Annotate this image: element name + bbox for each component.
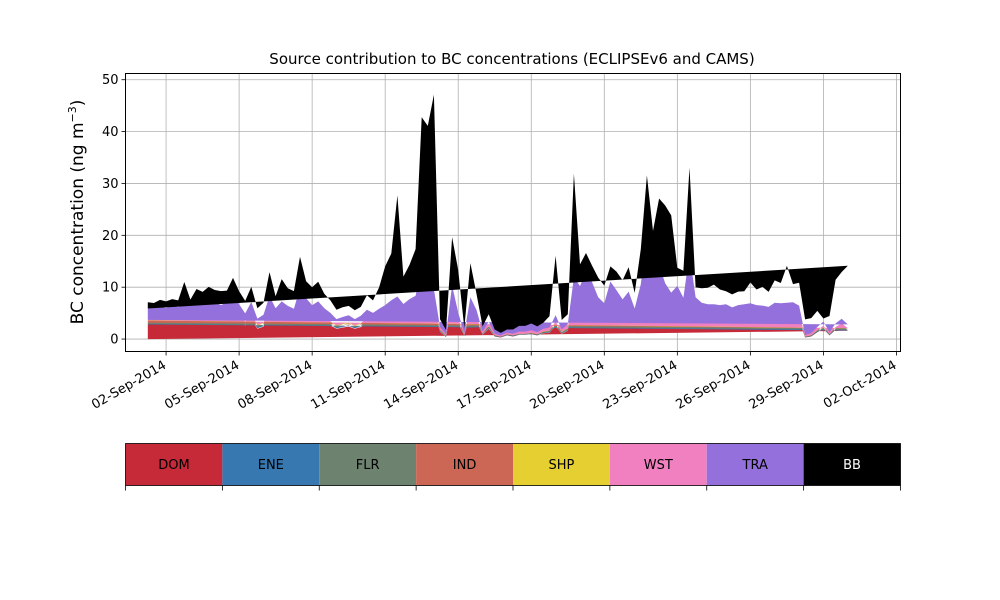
x-tick-label: 14-Sep-2014 bbox=[381, 358, 461, 413]
colorbar-swatch-bb bbox=[803, 443, 901, 486]
colorbar-swatch-flr bbox=[319, 443, 417, 486]
plot-frame bbox=[125, 73, 901, 352]
colorbar-swatch-ene bbox=[222, 443, 320, 486]
colorbar-label-ind: IND bbox=[453, 458, 477, 473]
y-tick-label: 50 bbox=[102, 73, 119, 88]
x-tick-label: 20-Sep-2014 bbox=[527, 358, 607, 413]
y-tick-label: 0 bbox=[110, 333, 118, 348]
x-tick-label: 23-Sep-2014 bbox=[601, 358, 681, 413]
area-bb bbox=[147, 94, 848, 333]
colorbar-swatch-ind bbox=[416, 443, 513, 486]
colorbar-swatch-dom bbox=[125, 443, 223, 486]
colorbar-swatch-wst bbox=[609, 443, 707, 486]
y-axis-ticks: 0 10 20 30 40 50 bbox=[102, 73, 126, 348]
colorbar-label-tra: TRA bbox=[742, 458, 768, 473]
x-tick-label: 11-Sep-2014 bbox=[308, 358, 388, 413]
colorbar-swatch-tra bbox=[706, 443, 804, 486]
plot-areas bbox=[147, 94, 848, 340]
x-tick-label: 26-Sep-2014 bbox=[674, 358, 754, 413]
colorbar-label-shp: SHP bbox=[549, 458, 575, 473]
x-tick-label: 17-Sep-2014 bbox=[454, 358, 534, 413]
colorbar-label-dom: DOM bbox=[158, 458, 189, 473]
colorbar-frame bbox=[125, 443, 901, 486]
chart-title: Source contribution to BC concentrations… bbox=[269, 50, 754, 68]
colorbar-swatch-shp bbox=[513, 443, 610, 486]
y-axis-label: BC concentration (ng m−3) bbox=[66, 100, 88, 325]
x-tick-label: 08-Sep-2014 bbox=[235, 358, 315, 413]
y-tick-label: 30 bbox=[102, 177, 119, 192]
y-tick-label: 20 bbox=[102, 229, 119, 244]
area-tra bbox=[147, 232, 848, 336]
x-tick-label: 02-Sep-2014 bbox=[89, 358, 169, 413]
x-axis-ticks: 02-Sep-201405-Sep-201408-Sep-201411-Sep-… bbox=[89, 351, 899, 413]
colorbar-label-wst: WST bbox=[644, 458, 673, 473]
y-tick-label: 10 bbox=[102, 281, 119, 296]
colorbar-legend: DOM ENE FLR IND SHP WST TRA BB bbox=[125, 443, 901, 491]
colorbar-label-bb: BB bbox=[843, 458, 861, 473]
colorbar-label-flr: FLR bbox=[356, 458, 380, 473]
x-tick-label: 29-Sep-2014 bbox=[747, 358, 827, 413]
x-tick-label: 02-Oct-2014 bbox=[821, 358, 899, 412]
colorbar-label-ene: ENE bbox=[258, 458, 284, 473]
x-tick-label: 05-Sep-2014 bbox=[162, 358, 242, 413]
y-tick-label: 40 bbox=[102, 125, 119, 140]
